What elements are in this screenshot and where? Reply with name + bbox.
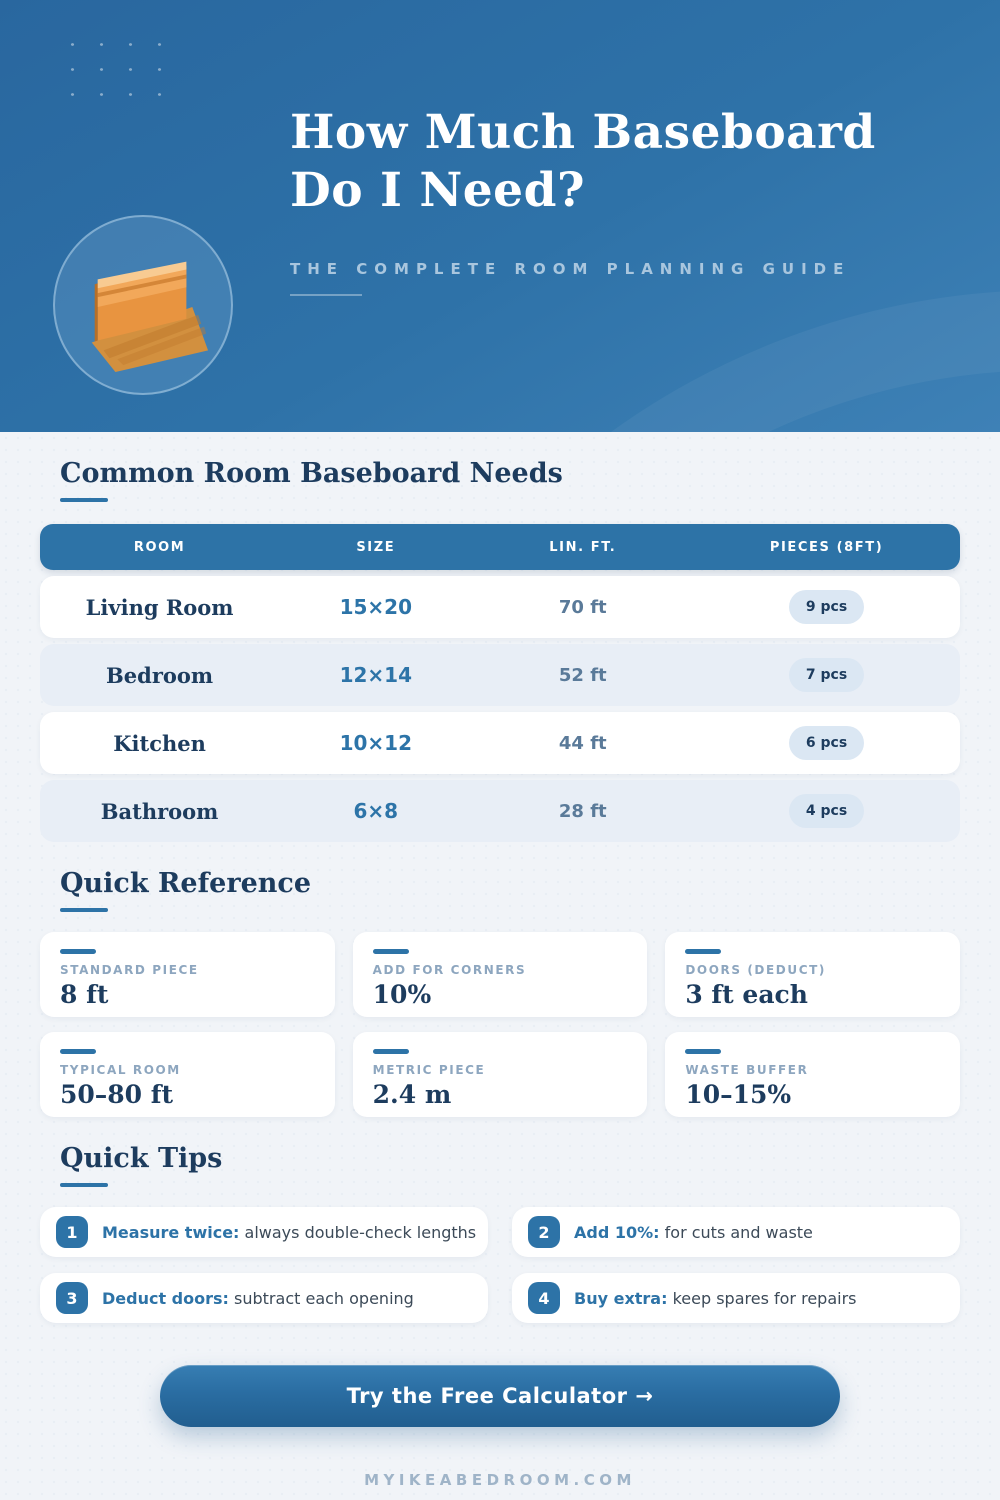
tip-label: Add 10%: xyxy=(574,1222,660,1242)
reference-label: STANDARD PIECE xyxy=(60,963,199,977)
pieces-badge: 6 pcs xyxy=(788,726,865,760)
card-accent-dash xyxy=(60,949,96,954)
pieces-badge: 7 pcs xyxy=(788,658,865,692)
page-title-line2: Do I Need? xyxy=(290,162,585,218)
reference-label: DOORS (DEDUCT) xyxy=(685,963,826,977)
room-name: Bathroom xyxy=(100,798,219,824)
tip-label: Buy extra: xyxy=(574,1288,668,1308)
tip-text: Buy extra: keep spares for repairs xyxy=(574,1289,856,1308)
tip-text: Add 10%: for cuts and waste xyxy=(574,1223,813,1242)
subtitle-underline xyxy=(290,293,362,296)
reference-card: TYPICAL ROOM 50–80 ft xyxy=(40,1032,335,1117)
room-size: 12×14 xyxy=(339,663,412,687)
try-calculator-button[interactable]: Try the Free Calculator → xyxy=(160,1365,840,1427)
tip-label: Measure twice: xyxy=(102,1222,240,1242)
section-title-quick-tips: Quick Tips xyxy=(60,1143,223,1174)
tip-label: Deduct doors: xyxy=(102,1288,229,1308)
hero-content: How Much Baseboard Do I Need? THE COMPLE… xyxy=(290,104,876,296)
table-col-pieces: PIECES (8FT) xyxy=(769,539,884,555)
tip-card: 3 Deduct doors: subtract each opening xyxy=(40,1273,488,1323)
reference-label: METRIC PIECE xyxy=(372,1063,486,1077)
tip-description: subtract each opening xyxy=(228,1288,414,1308)
reference-card: WASTE BUFFER 10–15% xyxy=(665,1032,960,1117)
pieces-badge: 4 pcs xyxy=(788,794,865,828)
card-accent-dash xyxy=(685,949,722,954)
table-row: Bedroom 12×14 52 ft 7 pcs xyxy=(40,644,960,706)
section-title-room-needs: Common Room Baseboard Needs xyxy=(60,458,563,489)
quick-tips-grid: 1 Measure twice: always double-check len… xyxy=(40,1207,960,1323)
section-title-quick-reference: Quick Reference xyxy=(60,868,312,899)
room-size: 15×20 xyxy=(339,595,412,619)
page-title-line1: How Much Baseboard xyxy=(290,105,876,160)
room-linft: 28 ft xyxy=(558,800,607,822)
hero-circle-badge xyxy=(53,215,233,395)
tip-description: for cuts and waste xyxy=(659,1222,813,1242)
card-accent-dash xyxy=(372,1049,409,1054)
reference-value: 50–80 ft xyxy=(60,1080,174,1109)
reference-value: 8 ft xyxy=(60,980,109,1009)
room-linft: 44 ft xyxy=(558,732,607,754)
reference-card: STANDARD PIECE 8 ft xyxy=(40,932,335,1017)
quick-reference-grid: STANDARD PIECE 8 ft ADD FOR CORNERS 10% … xyxy=(40,932,960,1117)
room-size: 6×8 xyxy=(353,799,399,823)
reference-value: 2.4 m xyxy=(372,1080,452,1109)
reference-label: WASTE BUFFER xyxy=(685,1063,809,1077)
table-row: Bathroom 6×8 28 ft 4 pcs xyxy=(40,780,960,842)
quick-reference-section: Quick Reference STANDARD PIECE 8 ft ADD … xyxy=(40,842,960,1117)
table-col-size: SIZE xyxy=(356,539,396,555)
reference-value: 10–15% xyxy=(685,1080,792,1109)
table-header-row: ROOM SIZE LIN. FT. PIECES (8FT) xyxy=(40,524,960,570)
section-title-underline xyxy=(60,498,108,502)
decorative-arc-outer xyxy=(300,290,1000,432)
tip-number-badge: 2 xyxy=(528,1216,560,1248)
reference-label: TYPICAL ROOM xyxy=(60,1063,181,1077)
reference-value: 3 ft each xyxy=(685,980,808,1009)
room-name: Kitchen xyxy=(113,730,206,756)
reference-card: ADD FOR CORNERS 10% xyxy=(352,932,648,1017)
tip-card: 4 Buy extra: keep spares for repairs xyxy=(512,1273,960,1323)
section-title-underline xyxy=(60,908,108,912)
hero-header: How Much Baseboard Do I Need? THE COMPLE… xyxy=(0,0,1000,432)
section-title-underline xyxy=(60,1183,108,1187)
pieces-badge: 9 pcs xyxy=(788,590,865,624)
main-content: Common Room Baseboard Needs ROOM SIZE LI… xyxy=(0,432,1000,1489)
reference-card: METRIC PIECE 2.4 m xyxy=(352,1032,648,1117)
card-accent-dash xyxy=(685,1049,722,1054)
room-name: Living Room xyxy=(85,594,234,620)
reference-value: 10% xyxy=(372,980,432,1009)
table-col-linft: LIN. FT. xyxy=(549,539,617,555)
tip-description: keep spares for repairs xyxy=(667,1288,857,1308)
tip-number-badge: 4 xyxy=(528,1282,560,1314)
tip-text: Measure twice: always double-check lengt… xyxy=(102,1223,476,1242)
tip-description: always double-check lengths xyxy=(239,1222,477,1242)
reference-card: DOORS (DEDUCT) 3 ft each xyxy=(665,932,960,1017)
tip-card: 2 Add 10%: for cuts and waste xyxy=(512,1207,960,1257)
page-title: How Much Baseboard Do I Need? xyxy=(290,104,876,220)
card-accent-dash xyxy=(372,949,409,954)
table-row: Kitchen 10×12 44 ft 6 pcs xyxy=(40,712,960,774)
reference-label: ADD FOR CORNERS xyxy=(372,963,527,977)
site-footer-text: MYIKEABEDROOM.COM xyxy=(364,1471,636,1489)
baseboard-illustration-icon xyxy=(91,261,209,373)
page-subtitle: THE COMPLETE ROOM PLANNING GUIDE xyxy=(290,259,851,278)
tip-card: 1 Measure twice: always double-check len… xyxy=(40,1207,488,1257)
room-size: 10×12 xyxy=(339,731,412,755)
room-name: Bedroom xyxy=(106,662,214,688)
card-accent-dash xyxy=(60,1049,96,1054)
tip-text: Deduct doors: subtract each opening xyxy=(102,1289,414,1308)
tip-number-badge: 1 xyxy=(56,1216,88,1248)
room-needs-section: Common Room Baseboard Needs ROOM SIZE LI… xyxy=(40,432,960,842)
tip-number-badge: 3 xyxy=(56,1282,88,1314)
decorative-dots xyxy=(58,32,166,96)
room-linft: 52 ft xyxy=(558,664,607,686)
quick-tips-section: Quick Tips 1 Measure twice: always doubl… xyxy=(40,1117,960,1323)
room-linft: 70 ft xyxy=(558,596,607,618)
table-col-room: ROOM xyxy=(133,539,186,555)
table-row: Living Room 15×20 70 ft 9 pcs xyxy=(40,576,960,638)
